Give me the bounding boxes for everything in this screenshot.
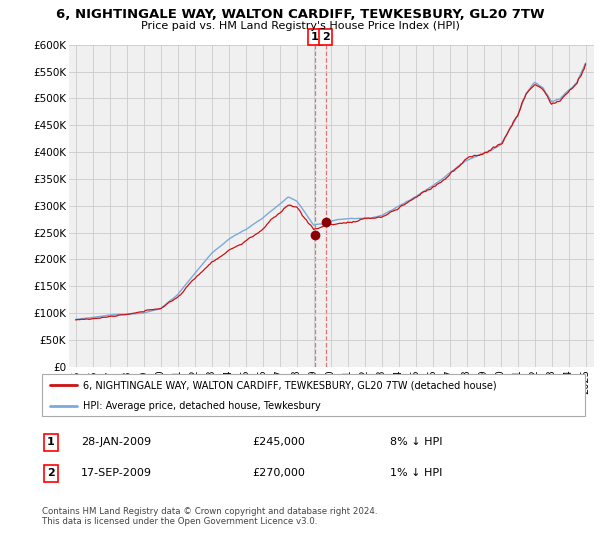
Text: 17-SEP-2009: 17-SEP-2009: [81, 468, 152, 478]
Text: 8% ↓ HPI: 8% ↓ HPI: [390, 437, 443, 447]
Text: 28-JAN-2009: 28-JAN-2009: [81, 437, 151, 447]
Text: 6, NIGHTINGALE WAY, WALTON CARDIFF, TEWKESBURY, GL20 7TW: 6, NIGHTINGALE WAY, WALTON CARDIFF, TEWK…: [56, 8, 544, 21]
Text: 6, NIGHTINGALE WAY, WALTON CARDIFF, TEWKESBURY, GL20 7TW (detached house): 6, NIGHTINGALE WAY, WALTON CARDIFF, TEWK…: [83, 380, 496, 390]
Text: 1: 1: [47, 437, 55, 447]
Text: £270,000: £270,000: [252, 468, 305, 478]
Text: Contains HM Land Registry data © Crown copyright and database right 2024.
This d: Contains HM Land Registry data © Crown c…: [42, 507, 377, 526]
Text: 1: 1: [311, 32, 319, 42]
Text: 1% ↓ HPI: 1% ↓ HPI: [390, 468, 442, 478]
Text: 2: 2: [322, 32, 329, 42]
Text: £245,000: £245,000: [252, 437, 305, 447]
FancyBboxPatch shape: [42, 374, 585, 416]
Text: 2: 2: [47, 468, 55, 478]
Text: HPI: Average price, detached house, Tewkesbury: HPI: Average price, detached house, Tewk…: [83, 402, 320, 411]
Text: Price paid vs. HM Land Registry's House Price Index (HPI): Price paid vs. HM Land Registry's House …: [140, 21, 460, 31]
